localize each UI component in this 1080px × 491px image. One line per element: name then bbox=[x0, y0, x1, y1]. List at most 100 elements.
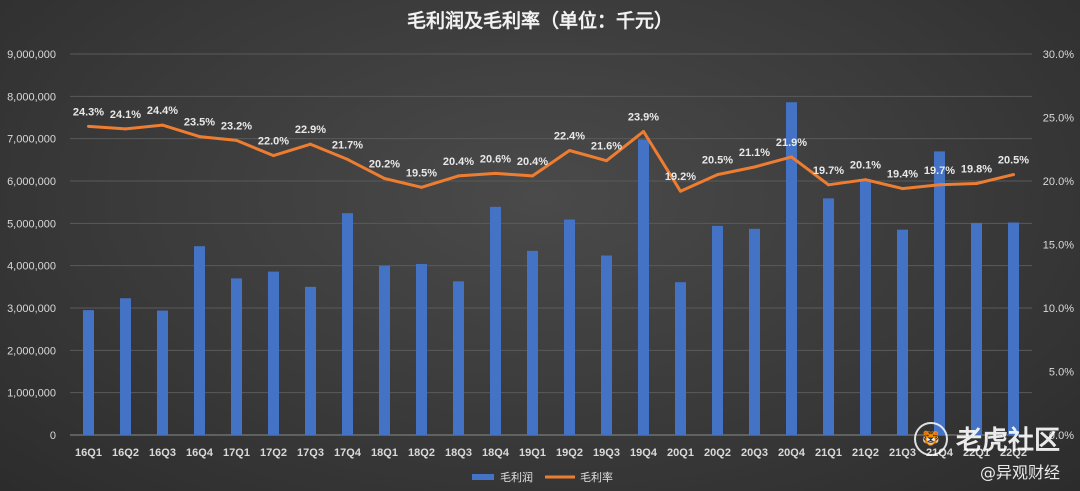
line-point bbox=[124, 127, 127, 131]
line-data-label: 20.4% bbox=[443, 156, 474, 168]
y-right-tick-label: 15.0% bbox=[1043, 240, 1074, 252]
bar bbox=[490, 206, 501, 435]
bar bbox=[416, 263, 427, 435]
x-tick-label: 19Q1 bbox=[519, 447, 546, 459]
x-tick-label: 20Q4 bbox=[778, 447, 806, 459]
x-tick-label: 17Q2 bbox=[260, 447, 287, 459]
line-point bbox=[87, 124, 90, 128]
x-tick-label: 21Q1 bbox=[815, 447, 842, 459]
line-point bbox=[753, 165, 756, 169]
legend: 毛利润 毛利率 bbox=[472, 470, 613, 484]
bar bbox=[120, 298, 131, 435]
x-axis: 16Q1 16Q2 16Q3 16Q4 17Q1 17Q2 17Q3 17Q4 18Q1 18Q2… bbox=[75, 447, 1027, 459]
x-tick-label: 17Q4 bbox=[334, 447, 362, 459]
watermark-brand-text: 老虎社区 bbox=[955, 426, 1060, 456]
bar bbox=[453, 281, 464, 435]
y-axis-left: 0 1,000,000 2,000,000 3,000,000 4,000,000 5,0… bbox=[7, 49, 56, 442]
line-point bbox=[309, 142, 312, 146]
bar bbox=[749, 228, 760, 435]
bar bbox=[1008, 222, 1019, 435]
line-point bbox=[346, 157, 349, 161]
line-data-label: 23.5% bbox=[184, 117, 215, 129]
line-data-label: 19.7% bbox=[924, 165, 955, 177]
line-point bbox=[642, 129, 645, 133]
line-data-label: 22.9% bbox=[295, 124, 326, 136]
line-point bbox=[272, 154, 275, 158]
line-point bbox=[901, 187, 904, 191]
bar bbox=[897, 229, 908, 435]
line-point bbox=[938, 183, 941, 187]
bar bbox=[786, 102, 797, 435]
y-left-tick-label: 3,000,000 bbox=[7, 303, 56, 315]
x-tick-label: 18Q2 bbox=[408, 447, 435, 459]
x-tick-label: 18Q1 bbox=[371, 447, 398, 459]
bar bbox=[638, 139, 649, 435]
line-data-label: 21.6% bbox=[591, 141, 622, 153]
y-left-tick-label: 1,000,000 bbox=[7, 388, 56, 400]
line-data-label: 20.6% bbox=[480, 153, 511, 165]
x-tick-label: 20Q2 bbox=[704, 447, 731, 459]
y-left-tick-label: 8,000,000 bbox=[7, 91, 56, 103]
x-tick-label: 18Q4 bbox=[482, 447, 510, 459]
bar bbox=[934, 151, 945, 435]
line-data-label: 22.0% bbox=[258, 136, 289, 148]
line-data-label: 20.1% bbox=[850, 160, 881, 172]
line-point bbox=[235, 138, 238, 142]
line-point bbox=[827, 183, 830, 187]
line-point bbox=[1012, 173, 1015, 177]
line-point bbox=[975, 182, 978, 186]
x-tick-label: 21Q2 bbox=[852, 447, 879, 459]
x-tick-label: 16Q3 bbox=[149, 447, 176, 459]
legend-label-bars: 毛利润 bbox=[500, 470, 533, 484]
line-data-label: 23.9% bbox=[628, 111, 659, 123]
bar bbox=[379, 265, 390, 435]
watermark: 🐯 老虎社区 @异观财经 bbox=[913, 420, 1060, 483]
line-point bbox=[531, 174, 534, 178]
line-data-label: 20.5% bbox=[702, 155, 733, 167]
bar bbox=[601, 255, 612, 435]
line-data-label: 22.4% bbox=[554, 131, 585, 143]
line-point bbox=[864, 178, 867, 182]
y-axis-right: 0.0% 5.0% 10.0% 15.0% 20.0% 25.0% 30.0% bbox=[1043, 49, 1074, 442]
y-right-tick-label: 5.0% bbox=[1049, 367, 1074, 379]
bar bbox=[860, 181, 871, 435]
y-left-tick-label: 2,000,000 bbox=[7, 345, 56, 357]
y-left-tick-label: 4,000,000 bbox=[7, 261, 56, 273]
grid bbox=[70, 53, 1032, 436]
watermark-author: @异观财经 bbox=[979, 463, 1060, 482]
bar-series bbox=[83, 102, 1019, 435]
line-point bbox=[457, 174, 460, 178]
x-tick-label: 19Q3 bbox=[593, 447, 620, 459]
bar bbox=[823, 198, 834, 435]
line-point bbox=[198, 135, 201, 139]
y-right-tick-label: 10.0% bbox=[1043, 303, 1074, 315]
line-series bbox=[87, 123, 1015, 193]
bar bbox=[268, 271, 279, 435]
tiger-logo-icon: 🐯 bbox=[913, 421, 948, 456]
line-point bbox=[420, 185, 423, 189]
bar bbox=[83, 310, 94, 435]
x-tick-label: 18Q3 bbox=[445, 447, 472, 459]
x-tick-label: 17Q1 bbox=[223, 447, 250, 459]
line-point bbox=[568, 149, 571, 153]
line-point bbox=[161, 123, 164, 127]
line-point bbox=[383, 176, 386, 180]
line-point bbox=[605, 159, 608, 163]
line-data-label: 21.1% bbox=[739, 147, 770, 159]
line-data-label: 21.9% bbox=[776, 137, 807, 149]
y-left-tick-label: 9,000,000 bbox=[7, 49, 56, 61]
line-data-label: 20.4% bbox=[517, 156, 548, 168]
bar bbox=[231, 278, 242, 435]
bar bbox=[675, 282, 686, 435]
bar bbox=[564, 219, 575, 435]
y-right-tick-label: 20.0% bbox=[1043, 176, 1074, 188]
y-left-tick-label: 6,000,000 bbox=[7, 176, 56, 188]
x-tick-label: 21Q3 bbox=[889, 447, 916, 459]
line-data-label: 21.7% bbox=[332, 139, 363, 151]
bar bbox=[305, 286, 316, 435]
x-tick-label: 16Q2 bbox=[112, 447, 139, 459]
chart-title: 毛利润及毛利率（单位：千元） bbox=[407, 9, 673, 32]
line-point bbox=[494, 171, 497, 175]
watermark-brand: 🐯 老虎社区 bbox=[913, 420, 1060, 457]
